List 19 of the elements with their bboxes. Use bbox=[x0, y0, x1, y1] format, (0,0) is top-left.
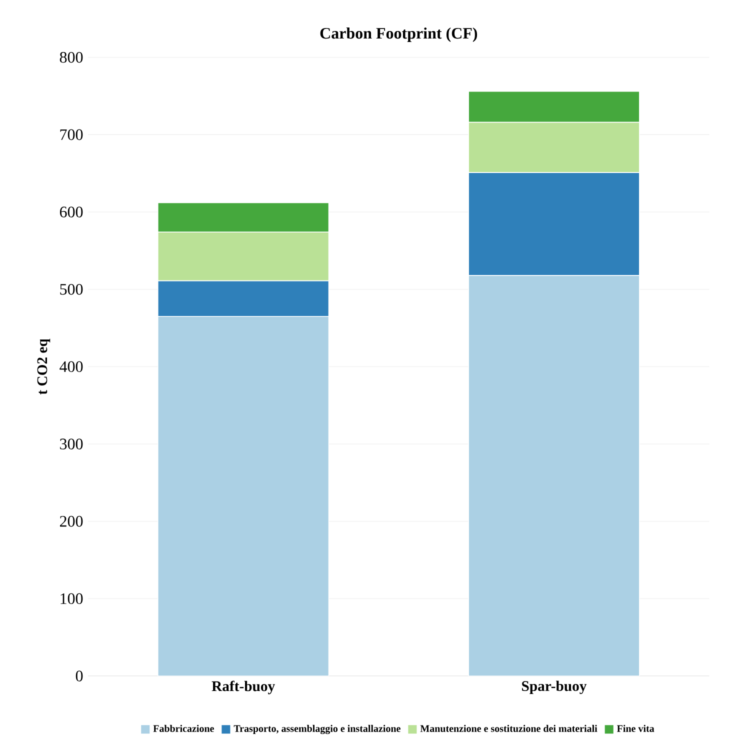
x-tick-label: Raft-buoy bbox=[212, 680, 275, 694]
bar bbox=[468, 275, 640, 676]
legend-label: Trasporto, assemblaggio e installazione bbox=[234, 724, 400, 734]
y-tick-label: 500 bbox=[60, 284, 83, 295]
x-tick-label: Spar-buoy bbox=[522, 680, 587, 694]
y-tick-label: 700 bbox=[60, 129, 83, 140]
y-tick-label: 100 bbox=[60, 593, 83, 604]
y-tick-label: 800 bbox=[60, 52, 83, 63]
legend-label: Manutenzione e sostituzione dei materiali bbox=[420, 724, 598, 732]
y-tick-label: 0 bbox=[76, 670, 83, 682]
chart-title: Carbon Footprint (CF) bbox=[320, 27, 478, 42]
y-axis-title: t CO2 eq bbox=[37, 338, 50, 395]
bar bbox=[158, 316, 330, 676]
y-tick-label: 200 bbox=[60, 516, 83, 527]
y-tick-label: 400 bbox=[60, 361, 83, 372]
legend-label: Fine vita bbox=[617, 724, 654, 732]
y-tick-label: 600 bbox=[60, 206, 83, 218]
y-tick-label: 300 bbox=[60, 438, 83, 450]
legend-label: Fabbricazione bbox=[153, 724, 214, 732]
